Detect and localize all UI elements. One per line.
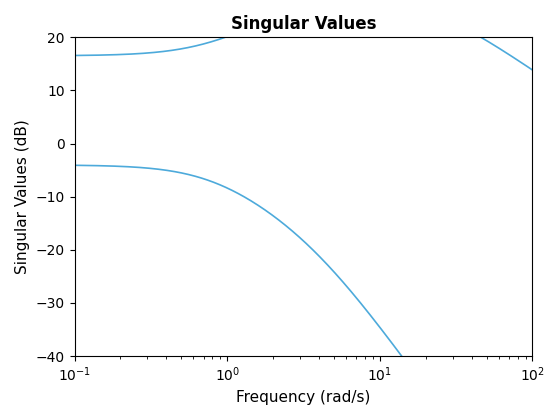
Title: Singular Values: Singular Values <box>231 15 376 33</box>
X-axis label: Frequency (rad/s): Frequency (rad/s) <box>236 390 371 405</box>
Y-axis label: Singular Values (dB): Singular Values (dB) <box>15 119 30 274</box>
